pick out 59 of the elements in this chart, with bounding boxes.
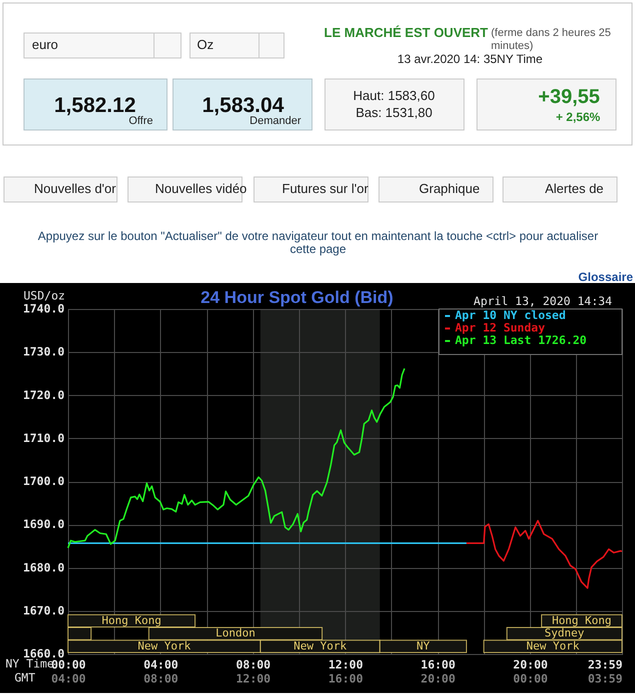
text: Demander <box>250 115 302 127</box>
y-tick-label: 1740.0 <box>22 302 65 316</box>
text: Offre <box>128 115 153 127</box>
x-tick-label: 12:00 <box>328 658 364 672</box>
text: (ferme dans 2 heures 25 minutes) <box>491 27 611 52</box>
data-label: NY <box>416 639 430 652</box>
data-label: Hong Kong <box>552 614 612 627</box>
y-tick-label: 1670.0 <box>22 603 65 618</box>
data-label: New York <box>138 639 192 652</box>
y-tick-label: 1710.0 <box>22 430 65 445</box>
x-tick-label: 20:00 <box>513 658 548 672</box>
line-series <box>67 368 406 549</box>
x2-tick-label: 16:00 <box>328 672 364 686</box>
y-tick-label: 1690.0 <box>22 517 65 532</box>
x2-tick-label: 08:00 <box>144 672 178 686</box>
legend-label: Apr 10 NY closed <box>455 308 566 322</box>
data-label: Sydney <box>544 626 585 640</box>
legend-label: Apr 12 Sunday <box>455 320 546 334</box>
x2-tick-label: 20:00 <box>420 672 456 686</box>
text: Glossaire <box>578 270 634 284</box>
text: Bas: 1531,80 <box>356 105 432 120</box>
text: euro <box>32 37 58 52</box>
y-tick-label: 1720.0 <box>22 388 65 402</box>
y-axis-title: USD/oz <box>24 288 66 302</box>
data-label: Hong Kong <box>102 614 162 627</box>
text: Nouvelles vidéo <box>155 181 247 196</box>
text: Graphique <box>419 181 480 196</box>
y-tick-label: 1700.0 <box>22 474 65 488</box>
x-tick-label: 16:00 <box>420 658 456 672</box>
line-series <box>466 520 623 589</box>
text: LE MARCHÉ EST OUVERT <box>324 25 488 40</box>
y-tick-label: 1680.0 <box>22 560 65 574</box>
x-tick-label: 00:00 <box>51 658 86 672</box>
data-label: New York <box>526 639 580 652</box>
x2-tick-label: 04:00 <box>51 672 86 686</box>
text: 13 avr.2020 14: 35NY Time <box>397 52 543 66</box>
x2-tick-label: 12:00 <box>236 672 271 686</box>
x-tick-label: 04:00 <box>144 658 178 672</box>
text: Appuyez sur le bouton "Actualiser" de votre navigateur tout en maintenant la touche <ctrl> pour actualiser cette page <box>38 229 598 256</box>
text: Haut: 1583,60 <box>353 88 435 103</box>
text: Nouvelles d'or <box>34 181 117 196</box>
text: +39,55 <box>538 86 600 108</box>
text: 1,583.04 <box>202 94 284 117</box>
x-tick-label: 23:59 <box>588 658 623 672</box>
text: April 13, 2020 14:34 <box>474 294 612 308</box>
text: Alertes de <box>545 181 604 196</box>
x2-axis-title: GMT <box>14 670 36 684</box>
text: Oz <box>197 37 214 52</box>
data-label: New York <box>294 639 347 652</box>
data-label: London <box>216 626 256 640</box>
text: Futures sur l'or <box>282 181 369 196</box>
x2-tick-label: 03:59 <box>588 672 623 686</box>
text: + 2,56% <box>556 110 601 124</box>
chart-title: 24 Hour Spot Gold (Bid) <box>200 288 394 307</box>
x2-tick-label: 00:00 <box>513 672 548 686</box>
legend-label: Apr 13 Last 1726.20 <box>455 333 587 347</box>
y-tick-label: 1730.0 <box>22 344 65 359</box>
text: 1,582.12 <box>54 94 136 117</box>
x-tick-label: 08:00 <box>236 658 271 672</box>
